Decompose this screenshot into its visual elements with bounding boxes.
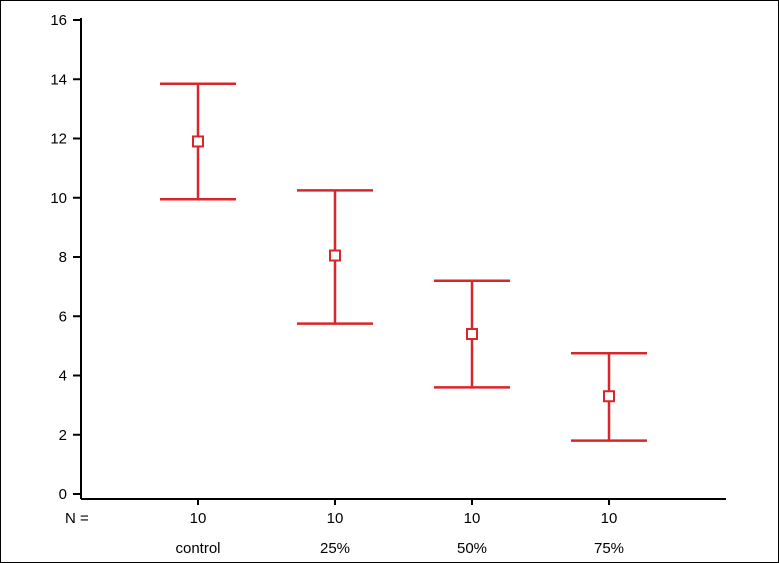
n-value-label: 10 xyxy=(327,510,344,527)
n-value-label: 10 xyxy=(601,510,618,527)
y-tick-label: 10 xyxy=(50,190,67,207)
category-label: 50% xyxy=(457,540,487,557)
axes xyxy=(73,18,726,505)
y-tick-label: 16 xyxy=(50,12,67,29)
y-tick-label: 4 xyxy=(59,368,67,385)
y-tick-label: 8 xyxy=(59,249,67,266)
mean-marker xyxy=(466,328,478,341)
y-tick-label: 14 xyxy=(50,71,67,88)
mean-marker xyxy=(329,249,341,262)
y-tick-label: 0 xyxy=(59,486,67,503)
y-tick-label: 2 xyxy=(59,427,67,444)
mean-marker xyxy=(192,135,204,148)
axis-labels: 0 2 4 6 8 10 12 14 16 N = 10 control 10 25% 10 50% 10 75% xyxy=(50,12,624,557)
error-bars xyxy=(160,82,647,442)
n-value-label: 10 xyxy=(190,510,207,527)
n-prefix-label: N = xyxy=(65,510,89,527)
mean-marker xyxy=(603,390,615,403)
y-tick-label: 6 xyxy=(59,308,67,325)
category-label: 75% xyxy=(594,540,624,557)
category-label: 25% xyxy=(320,540,350,557)
category-label: control xyxy=(175,540,220,557)
y-tick-label: 12 xyxy=(50,131,67,148)
n-value-label: 10 xyxy=(464,510,481,527)
